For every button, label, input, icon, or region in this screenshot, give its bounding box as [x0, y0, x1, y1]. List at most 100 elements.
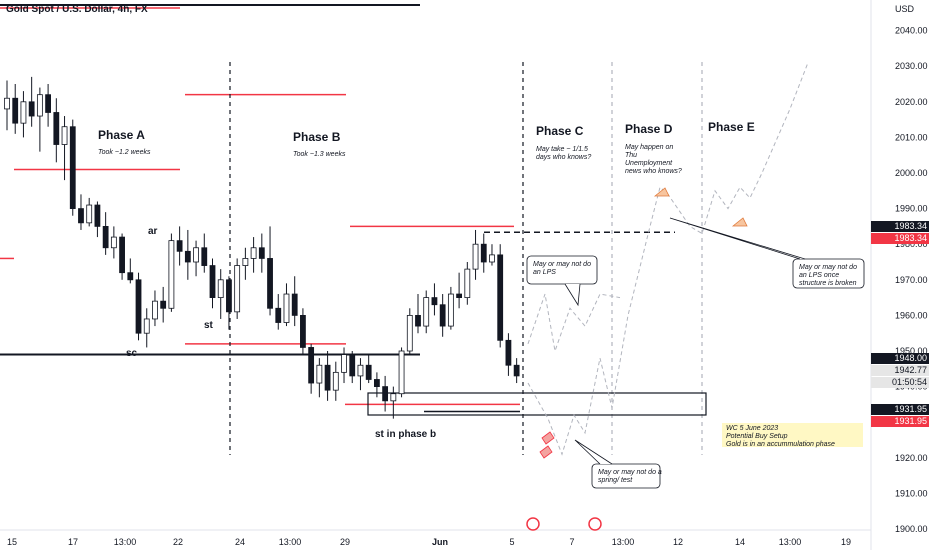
- callout-lps-broken-line: May or may not do: [799, 264, 857, 271]
- candle: [53, 98, 60, 163]
- label-sc: sc: [126, 348, 138, 359]
- x-tick-label: 12: [673, 537, 683, 547]
- candle: [176, 226, 183, 266]
- x-tick-label: 29: [340, 537, 350, 547]
- callout-spring-box: [591, 463, 661, 489]
- candle: [217, 269, 224, 319]
- candle-body: [382, 386, 389, 402]
- candle: [423, 290, 430, 334]
- phase-d-note-line: Thu: [625, 152, 637, 159]
- candle: [332, 361, 339, 401]
- x-tick-label: 7: [569, 537, 574, 547]
- callout-lps-line: an LPS: [533, 269, 556, 276]
- label-st-phase-b: st in phase b: [375, 429, 436, 440]
- phase-d-note-line: Unemployment: [625, 160, 673, 167]
- candle: [69, 119, 76, 216]
- candle-body: [431, 297, 438, 306]
- candle: [110, 226, 117, 259]
- phase-b-note: Took ~1.3 weeks: [293, 151, 346, 158]
- candle-body: [4, 97, 10, 110]
- candle: [45, 84, 51, 127]
- candle: [316, 358, 323, 398]
- candle: [86, 197, 93, 227]
- label-ar: ar: [148, 226, 158, 237]
- candle: [382, 375, 389, 412]
- candle-body: [513, 364, 520, 377]
- x-tick-label: 19: [841, 537, 851, 547]
- candle: [127, 258, 134, 284]
- phase-e-title: Phase E: [708, 120, 755, 134]
- candle: [341, 347, 347, 384]
- candle-body: [226, 279, 232, 313]
- candle-body: [209, 265, 216, 298]
- candle: [390, 386, 397, 419]
- candle: [168, 233, 175, 312]
- price-box: 1931.95: [871, 403, 929, 415]
- price-box: 1948.00: [871, 352, 929, 364]
- bacon-icon: [539, 431, 555, 459]
- y-tick-label: 1900.00: [895, 524, 928, 534]
- accumulation-box: [367, 392, 707, 416]
- candle-body: [291, 293, 298, 316]
- phase-d-note-line: May happen on: [625, 144, 673, 151]
- candle-body: [258, 247, 265, 259]
- candle: [226, 276, 232, 330]
- y-tick-label: 1950.00: [895, 346, 928, 356]
- candle: [209, 258, 216, 309]
- y-tick-label: 1990.00: [895, 204, 928, 214]
- candle: [20, 91, 27, 138]
- candle: [102, 212, 109, 255]
- candle: [201, 233, 208, 273]
- candle-body: [94, 204, 101, 227]
- candle: [258, 233, 265, 273]
- phase-b-title: Phase B: [293, 130, 341, 144]
- candle: [193, 240, 199, 277]
- candle-body: [250, 247, 257, 259]
- wc-note-line-3: Gold is in an accummulation phase: [726, 441, 835, 448]
- y-tick-label: 2010.00: [895, 132, 928, 142]
- candle-body: [20, 101, 27, 124]
- x-tick-label: 14: [735, 537, 745, 547]
- candle-body: [357, 364, 364, 377]
- candle: [275, 294, 282, 330]
- wc-note: WC 5 June 2023 Potential Buy Setup Gold …: [722, 423, 863, 448]
- candle: [184, 229, 191, 280]
- candle: [497, 244, 504, 348]
- candle-body: [447, 293, 454, 327]
- phase-c-note-line: May take ~ 1/1.5: [536, 146, 588, 153]
- candle-body: [489, 254, 495, 263]
- candle: [143, 308, 150, 348]
- y-tick-label: 2000.00: [895, 168, 928, 178]
- candle-body: [398, 350, 405, 395]
- x-tick-label: 5: [509, 537, 514, 547]
- candle-body: [160, 300, 167, 309]
- candle-body: [349, 354, 356, 377]
- candle: [373, 372, 380, 398]
- candle-body: [28, 101, 35, 117]
- candle-body: [505, 339, 512, 366]
- wc-note-line-2: Potential Buy Setup: [726, 433, 788, 440]
- candle: [291, 276, 298, 327]
- candle-body: [234, 265, 241, 313]
- x-tick-label: 24: [235, 537, 245, 547]
- candle: [365, 354, 372, 384]
- callout-lps-broken-line: structure is broken: [799, 280, 857, 287]
- y-tick-label: 1920.00: [895, 453, 928, 463]
- candle-body: [365, 364, 372, 380]
- price-box: 1942.77: [871, 365, 929, 377]
- cake-icon: [731, 217, 748, 227]
- candle-body: [390, 393, 397, 402]
- candle: [152, 290, 158, 327]
- price-box: 1983.34: [871, 220, 929, 232]
- candle: [357, 358, 364, 391]
- x-tick-label: 13:00: [114, 537, 137, 547]
- candle-body: [275, 307, 282, 323]
- candle-body: [12, 97, 19, 124]
- candle-body: [341, 354, 347, 373]
- candle-body: [415, 314, 421, 327]
- candle-body: [110, 236, 117, 249]
- wc-note-line-1: WC 5 June 2023: [726, 425, 779, 432]
